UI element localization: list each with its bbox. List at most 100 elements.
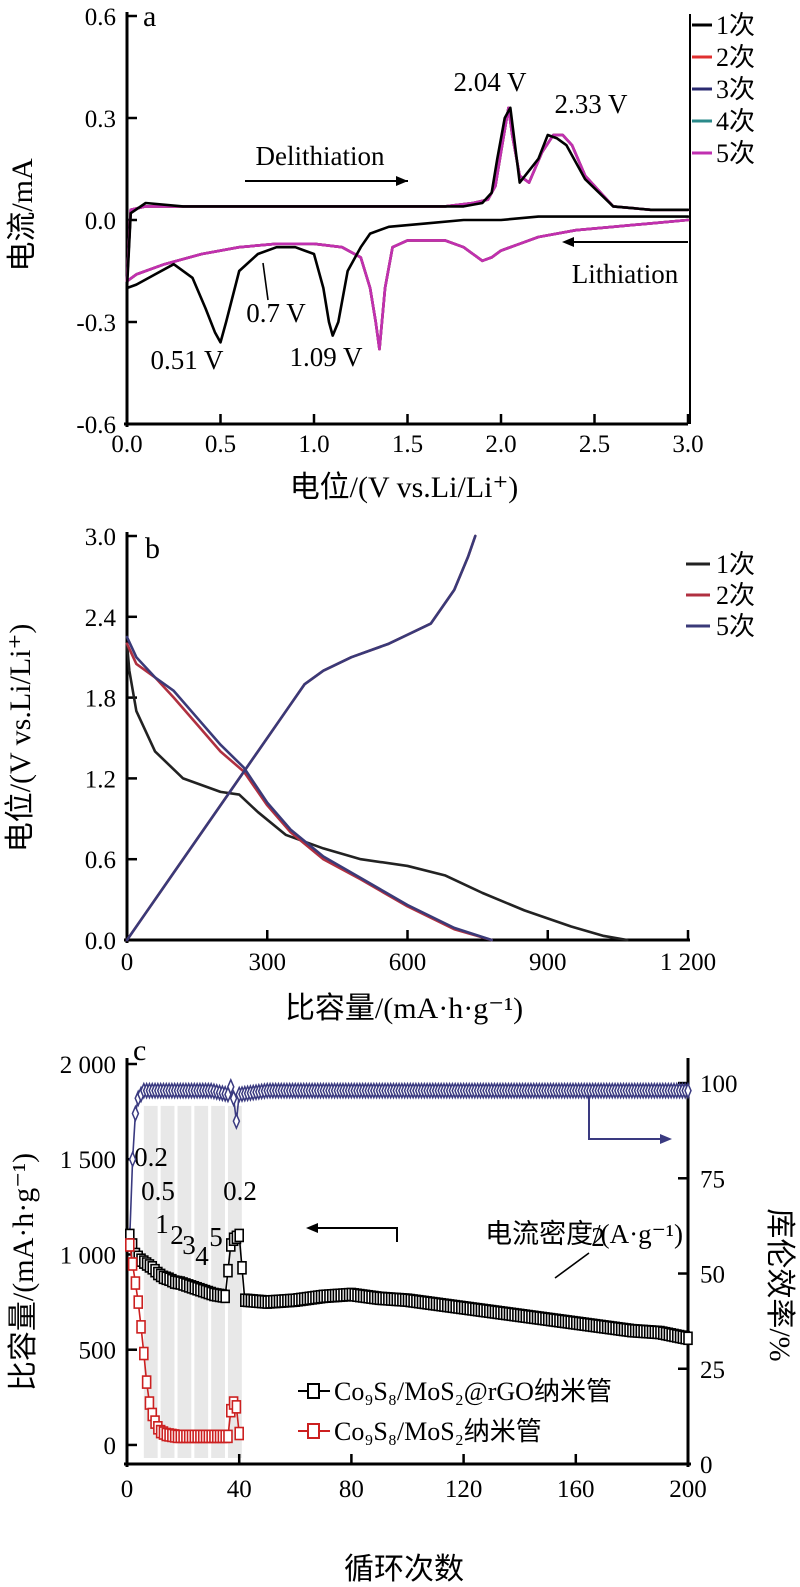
legend-marker — [307, 1423, 320, 1439]
annotation-2.04v: 2.04 V — [453, 67, 527, 97]
coulombic-efficiency-point — [131, 1104, 140, 1123]
annotation-lithiation: Lithiation — [572, 259, 679, 289]
annotation-0.7v: 0.7 V — [246, 298, 306, 328]
panel-a-y-tick: -0.3 — [76, 310, 116, 337]
panel-b-x-tick: 0 — [121, 949, 134, 976]
panel-b-y-tick: 1.2 — [85, 766, 116, 793]
rgo-capacity-point — [220, 1289, 230, 1304]
mos2-capacity-point — [231, 1400, 242, 1414]
legend-entry: 3次 — [716, 75, 755, 104]
panel-b-y-tick: 2.4 — [85, 605, 117, 632]
rgo-capacity-point — [223, 1263, 233, 1278]
panel-a-cv-chart: a 电流/mA 电位/(V vs.Li/Li⁺) 1次 2次 3次 4次 5次 2.04… — [6, 0, 755, 504]
legend-entry: 1次 — [716, 550, 755, 579]
rate-step-band — [227, 1105, 242, 1458]
panel-b-ylabel: 电位/(V vs.Li/Li⁺) — [4, 624, 37, 853]
panel-c-x-tick: 200 — [669, 1476, 707, 1503]
rate-label-5: 5 — [209, 1222, 223, 1252]
panel-a-x-tick: 1.5 — [392, 431, 423, 458]
legend-marker — [307, 1383, 320, 1399]
panel-c-x-tick: 120 — [445, 1476, 483, 1503]
panel-c-y2-tick: 50 — [700, 1262, 725, 1289]
cv-series-5 — [125, 106, 690, 351]
panel-a-x-tick: 3.0 — [672, 431, 703, 458]
panel-a-y-tick: 0.0 — [85, 208, 116, 235]
panel-a-x-tick: 0.0 — [111, 431, 142, 458]
panel-b-charge-discharge-chart: b 电位/(V vs.Li/Li⁺) 比容量/(mA·h·g⁻¹) 1次2次5次… — [4, 524, 755, 1025]
panel-b-y-tick: 1.8 — [85, 686, 116, 713]
legend-entry: 4次 — [716, 107, 755, 136]
rate-step-band — [194, 1105, 209, 1458]
rate-label-0.5: 0.5 — [141, 1176, 175, 1206]
rate-label-4: 4 — [195, 1241, 209, 1271]
panel-a-x-tick: 0.5 — [205, 431, 236, 458]
mos2-capacity-point — [223, 1429, 233, 1444]
rate-label-2-leader — [554, 1252, 590, 1279]
legend-entry: Co₉S₈/MoS₂@rGO纳米管 — [334, 1377, 612, 1406]
panel-c-y-tick: 1 500 — [60, 1147, 116, 1174]
panel-c-ylabel: 比容量/(mA·h·g⁻¹) — [7, 1153, 40, 1391]
panel-c-legend: Co₉S₈/MoS₂@rGO纳米管 Co₉S₈/MoS₂纳米管 — [298, 1377, 612, 1446]
cv-series-1 — [125, 106, 690, 344]
legend-entry: 2次 — [716, 43, 755, 72]
mos2-capacity-point — [234, 1426, 244, 1441]
efficiency-axis-arrow — [588, 1093, 666, 1140]
annotation-delithiation: Delithiation — [256, 141, 385, 171]
delithiation-arrowhead — [396, 176, 408, 186]
lithiation-arrowhead — [562, 237, 574, 247]
panel-c-x-tick: 80 — [339, 1476, 364, 1503]
panel-a-y-tick: 0.6 — [85, 4, 116, 31]
panel-a-legend: 1次 2次 3次 4次 5次 — [692, 11, 755, 168]
panel-a-x-tick: 1.0 — [298, 431, 329, 458]
panel-b-y-tick: 3.0 — [85, 524, 116, 551]
panel-c-y2-tick: 0 — [700, 1452, 713, 1479]
coulombic-efficiency-point — [128, 1150, 137, 1169]
coulombic-efficiency-point — [229, 1089, 238, 1108]
panel-b-x-tick: 900 — [529, 949, 567, 976]
panel-a-y-tick: -0.6 — [76, 412, 116, 439]
mos2-capacity-point — [141, 1375, 152, 1389]
capacity-axis-arrow — [312, 1227, 398, 1242]
annotation-0.51v: 0.51 V — [150, 345, 224, 375]
panel-b-x-tick: 300 — [249, 949, 287, 976]
rate-caption: 电流密度/(A·g⁻¹) — [485, 1219, 683, 1249]
panel-b-y-tick: 0.6 — [85, 847, 116, 874]
panel-c-y-tick: 1 000 — [60, 1242, 116, 1269]
panel-b-x-tick: 1 200 — [660, 949, 716, 976]
legend-entry: 5次 — [716, 612, 755, 641]
rate-label-3: 3 — [182, 1230, 196, 1260]
panel-c-y-tick: 500 — [79, 1338, 117, 1365]
mos2-capacity-point — [130, 1276, 141, 1290]
gcd-series-5 — [125, 635, 493, 942]
rate-label-2: 2 — [170, 1220, 184, 1250]
rate-label-2-long: 2 — [591, 1222, 605, 1252]
panel-a-x-tick: 2.0 — [485, 431, 516, 458]
annotation-0.7v-leader — [262, 262, 269, 301]
mos2-capacity-point — [144, 1396, 155, 1410]
mos2-capacity-point — [136, 1320, 146, 1334]
panel-a-ylabel: 电流/mA — [6, 158, 39, 272]
panel-a-xlabel: 电位/(V vs.Li/Li⁺) — [290, 471, 519, 504]
panel-b-x-tick: 600 — [389, 949, 427, 976]
panel-c-x-tick: 160 — [557, 1476, 595, 1503]
panel-c-label: c — [133, 1034, 146, 1067]
coulombic-efficiency-point — [226, 1077, 235, 1096]
rate-label-0.2-start: 0.2 — [134, 1142, 168, 1172]
panel-c-x-tick: 40 — [227, 1476, 252, 1503]
coulombic-efficiency-point — [684, 1081, 692, 1100]
panel-c-y2-tick: 25 — [700, 1357, 725, 1384]
panel-a-label: a — [143, 0, 156, 33]
panel-c-x-tick: 0 — [121, 1476, 134, 1503]
gcd-series-2 — [125, 534, 477, 942]
panel-b-y-tick: 0.0 — [85, 928, 116, 955]
legend-entry: 1次 — [716, 11, 755, 40]
capacity-axis-arrowhead — [306, 1223, 318, 1233]
panel-c-y-tick: 0 — [104, 1433, 117, 1460]
mos2-capacity-point — [125, 1238, 135, 1252]
rgo-capacity-point — [237, 1261, 247, 1275]
panel-c-y2-tick: 100 — [700, 1071, 738, 1098]
rate-label-0.2-end: 0.2 — [223, 1176, 257, 1206]
rate-label-1: 1 — [155, 1209, 169, 1239]
